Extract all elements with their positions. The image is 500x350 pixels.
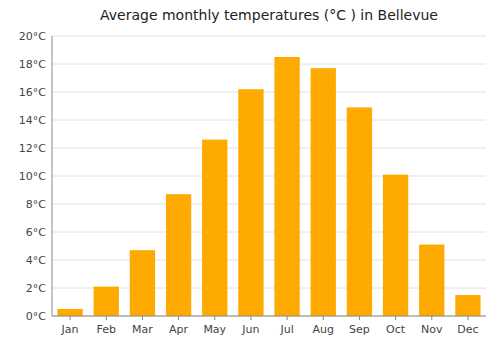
x-axis-line xyxy=(52,316,486,317)
x-tick xyxy=(323,316,324,320)
x-tick-label: Nov xyxy=(421,323,443,336)
bar xyxy=(94,287,119,316)
bar xyxy=(238,89,263,316)
grid-line xyxy=(52,176,486,177)
x-tick xyxy=(106,316,107,320)
x-tick-label: Mar xyxy=(132,323,153,336)
chart: Average monthly temperatures (°C ) in Be… xyxy=(0,0,500,350)
y-tick-label: 8°C xyxy=(26,198,46,211)
bar xyxy=(455,295,480,316)
x-tick xyxy=(178,316,179,320)
y-tick-label: 0°C xyxy=(26,310,46,323)
bar xyxy=(419,245,444,316)
y-tick-label: 14°C xyxy=(19,114,46,127)
bar xyxy=(166,194,191,316)
x-tick xyxy=(142,316,143,320)
y-tick-label: 12°C xyxy=(19,142,46,155)
x-tick xyxy=(250,316,251,320)
grid-line xyxy=(52,204,486,205)
x-tick xyxy=(431,316,432,320)
grid-line xyxy=(52,232,486,233)
grid-line xyxy=(52,316,486,317)
title: Average monthly temperatures (°C ) in Be… xyxy=(100,7,438,23)
grid-line xyxy=(52,148,486,149)
y-grid xyxy=(52,36,486,316)
grid-line xyxy=(52,92,486,93)
x-tick-label: Jun xyxy=(241,323,259,336)
y-tick-label: 4°C xyxy=(26,254,46,267)
y-tick-label: 16°C xyxy=(19,86,46,99)
grid-line xyxy=(52,120,486,121)
bar xyxy=(274,57,299,316)
x-tick xyxy=(359,316,360,320)
x-tick xyxy=(467,316,468,320)
x-tick-label: Oct xyxy=(386,323,406,336)
y-tick-label: 20°C xyxy=(19,30,46,43)
grid-line xyxy=(52,64,486,65)
chart-container: Average monthly temperatures (°C ) in Be… xyxy=(0,0,500,350)
grid-line xyxy=(52,36,486,37)
bar xyxy=(57,309,82,316)
x-tick-label: Jul xyxy=(279,323,293,336)
bar xyxy=(347,107,372,316)
y-tick-label: 2°C xyxy=(26,282,46,295)
bar xyxy=(130,250,155,316)
x-tick-label: May xyxy=(203,323,226,336)
x-tick xyxy=(395,316,396,320)
bar xyxy=(383,175,408,316)
y-tick-label: 6°C xyxy=(26,226,46,239)
x-tick-label: Jan xyxy=(61,323,79,336)
x-tick-label: Sep xyxy=(349,323,370,336)
x-tick xyxy=(214,316,215,320)
x-tick-label: Dec xyxy=(457,323,478,336)
bar xyxy=(202,140,227,316)
bars xyxy=(57,57,480,316)
x-tick xyxy=(70,316,71,320)
y-tick-label: 18°C xyxy=(19,58,46,71)
x-tick xyxy=(287,316,288,320)
x-tick-label: Feb xyxy=(97,323,116,336)
y-tick-label: 10°C xyxy=(19,170,46,183)
x-tick-label: Aug xyxy=(313,323,334,336)
y-axis-line xyxy=(52,36,53,316)
bar xyxy=(311,68,336,316)
x-tick-label: Apr xyxy=(169,323,189,336)
